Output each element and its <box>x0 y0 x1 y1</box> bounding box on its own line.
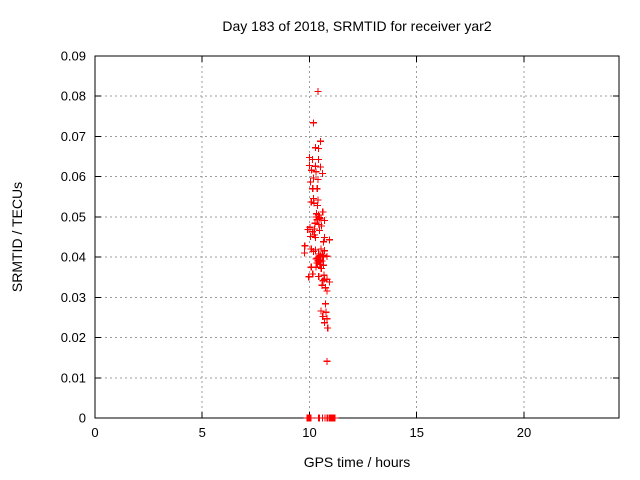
data-point <box>316 260 324 268</box>
plot-border <box>94 55 620 419</box>
data-point <box>305 161 313 169</box>
data-point <box>307 198 315 206</box>
data-point <box>323 315 331 323</box>
data-point <box>323 287 331 295</box>
data-point <box>310 247 318 255</box>
data-point <box>306 223 314 231</box>
data-point <box>317 307 325 315</box>
data-point <box>318 169 326 177</box>
data-point <box>310 174 318 182</box>
data-point <box>314 155 322 163</box>
y-tick-label: 0.02 <box>61 330 86 345</box>
data-point <box>321 284 329 292</box>
data-point <box>317 264 325 272</box>
data-point <box>316 163 324 171</box>
data-point <box>307 414 315 422</box>
data-point <box>301 242 309 250</box>
data-point <box>313 216 321 224</box>
x-axis-label: GPS time / hours <box>303 454 411 470</box>
data-point <box>313 259 321 267</box>
data-point <box>309 228 317 236</box>
data-point <box>316 137 324 145</box>
data-point <box>314 87 322 95</box>
y-tick-label: 0.05 <box>61 209 86 224</box>
y-tick-label: 0.03 <box>61 290 86 305</box>
data-point <box>310 119 318 127</box>
data-point <box>309 270 317 278</box>
y-tick-label: 0.08 <box>61 89 86 104</box>
data-point <box>321 300 329 308</box>
data-point <box>321 233 329 241</box>
data-point <box>311 233 319 241</box>
data-point <box>323 252 331 260</box>
data-point <box>317 215 325 223</box>
data-point <box>321 247 329 255</box>
data-point <box>319 253 327 261</box>
chart-title: Day 183 of 2018, SRMTID for receiver yar… <box>222 18 492 34</box>
data-point <box>308 155 316 163</box>
data-point <box>312 263 320 271</box>
data-point <box>307 166 315 174</box>
data-point <box>322 308 330 316</box>
data-point <box>323 357 331 365</box>
data-point <box>301 249 309 257</box>
y-tick-label: 0.06 <box>61 169 86 184</box>
y-tick-label: 0 <box>79 411 86 426</box>
data-point <box>320 271 328 279</box>
data-point <box>318 222 326 230</box>
data-point <box>317 245 325 253</box>
data-point <box>324 324 332 332</box>
data-point <box>325 278 333 286</box>
x-tick-label: 10 <box>302 425 316 440</box>
y-tick-label: 0.01 <box>61 370 86 385</box>
data-point <box>331 414 339 422</box>
data-point <box>313 185 321 193</box>
data-point <box>307 178 315 186</box>
y-tick-label: 0.04 <box>61 250 86 265</box>
data-point <box>319 277 327 285</box>
data-point <box>311 144 319 152</box>
data-point <box>319 208 327 216</box>
data-point <box>305 273 313 281</box>
data-point <box>315 272 323 280</box>
x-tick-label: 5 <box>199 425 206 440</box>
data-point <box>312 168 320 176</box>
data-point <box>314 175 322 183</box>
data-point <box>321 217 329 225</box>
y-tick-label: 0.07 <box>61 129 86 144</box>
data-point <box>309 194 317 202</box>
data-point <box>321 319 329 327</box>
x-tick-label: 15 <box>410 425 424 440</box>
data-point <box>319 238 327 246</box>
data-point <box>319 313 327 321</box>
data-point <box>316 227 324 235</box>
x-tick-label: 0 <box>91 425 98 440</box>
data-point <box>314 145 322 153</box>
y-tick-label: 0.09 <box>61 49 86 64</box>
data-point <box>325 236 333 244</box>
data-point <box>307 233 315 241</box>
x-tick-label: 20 <box>517 425 531 440</box>
data-point <box>314 202 322 210</box>
data-point <box>311 162 319 170</box>
